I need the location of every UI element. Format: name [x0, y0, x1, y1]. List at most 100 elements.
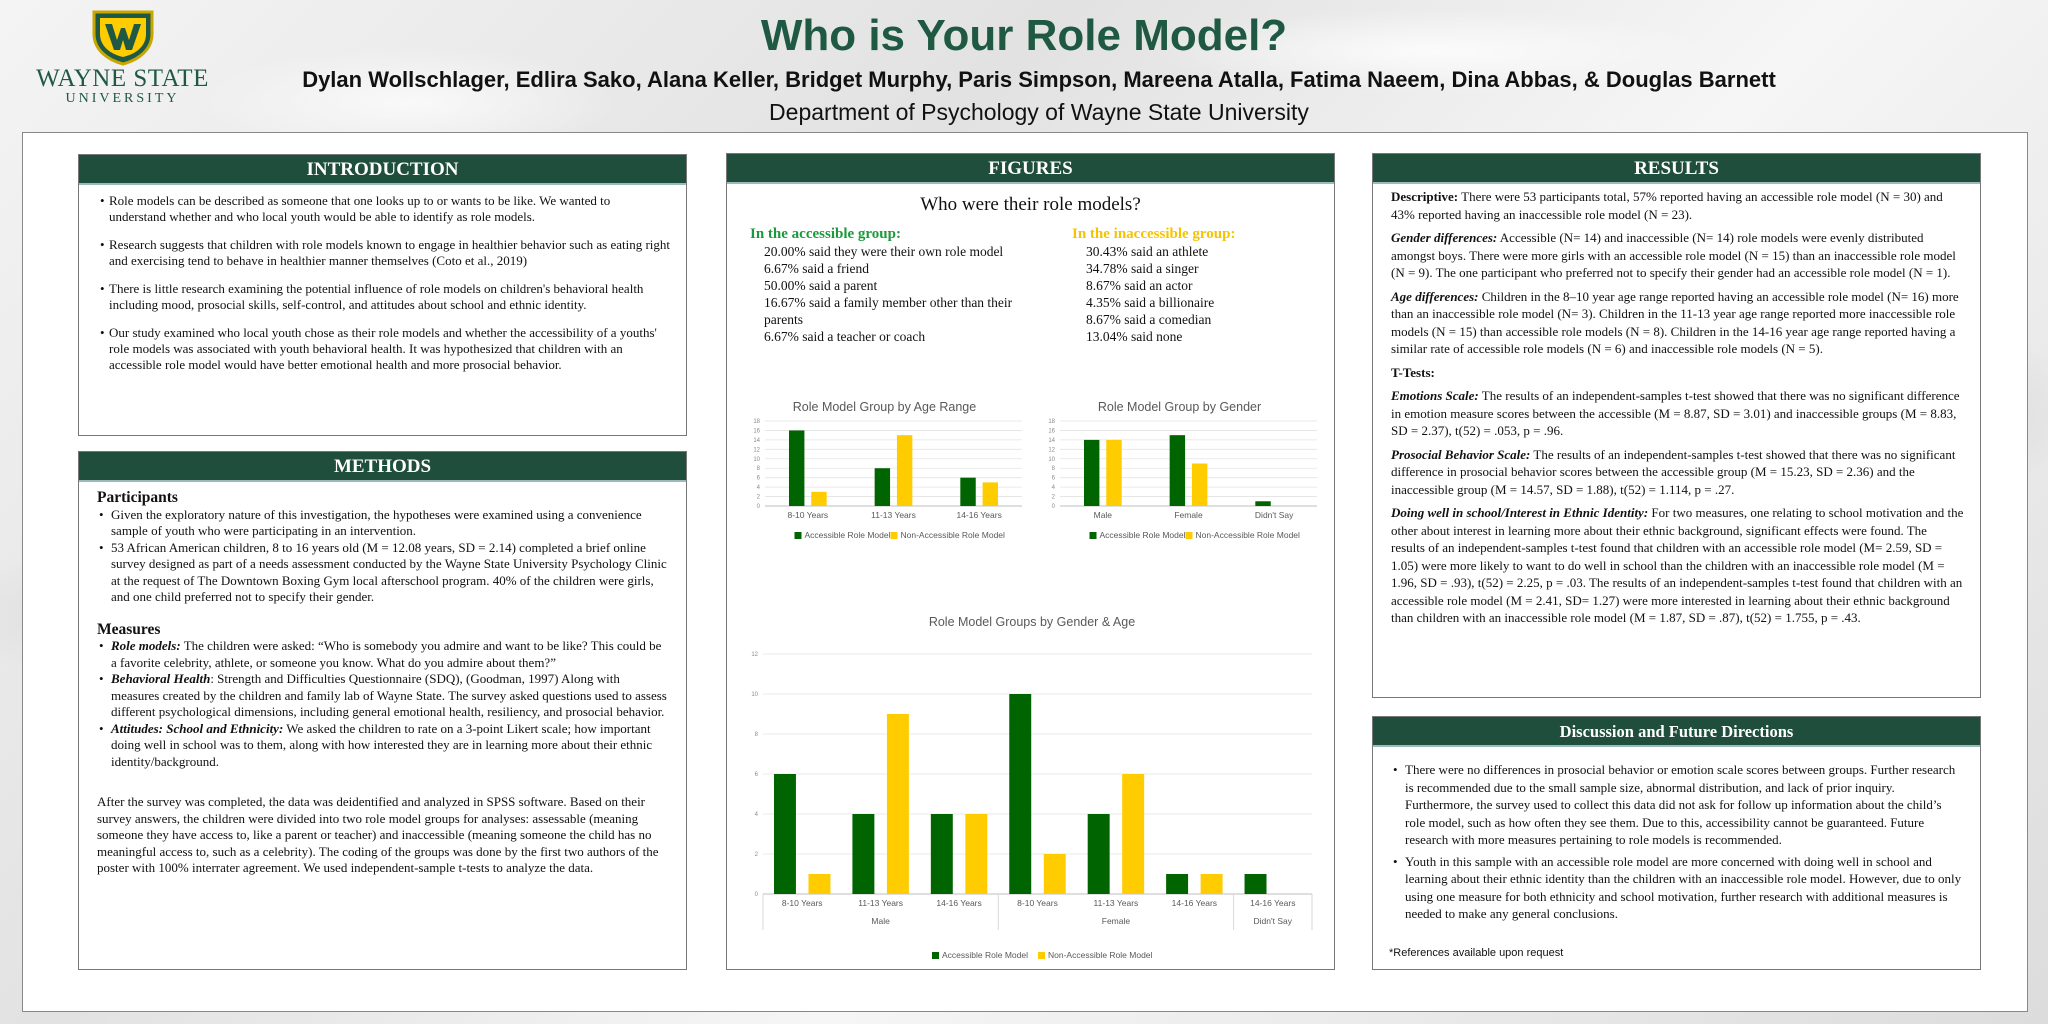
y-tick-label: 14 — [753, 438, 760, 444]
y-tick-label: 10 — [1048, 457, 1055, 463]
discussion-heading: Discussion and Future Directions — [1373, 717, 1980, 747]
y-tick-label: 6 — [1052, 476, 1056, 482]
introduction-heading: INTRODUCTION — [79, 155, 686, 185]
bar — [1106, 439, 1122, 506]
accessible-item: 20.00% said they were their own role mod… — [764, 244, 1004, 259]
chart-title: Role Model Group by Age Range — [793, 400, 976, 414]
results-paragraph: Prosocial Behavior Scale: The results of… — [1391, 446, 1964, 499]
legend-label: Non-Accessible Role Model — [1048, 950, 1153, 960]
y-tick-label: 0 — [757, 504, 761, 510]
results-text: For two measures, one relating to school… — [1391, 505, 1964, 625]
measure-text: We asked the children to rate on a 3-poi… — [111, 720, 653, 769]
intro-bullet: Our study examined who local youth chose… — [100, 325, 670, 373]
measure-label: Role models: — [111, 638, 181, 653]
group-label: Male — [871, 916, 890, 926]
y-tick-label: 2 — [755, 852, 759, 858]
y-tick-label: 12 — [753, 447, 760, 453]
results-label: Prosocial Behavior Scale: — [1391, 446, 1531, 462]
legend-label: Accessible Role Model — [805, 530, 891, 540]
wayne-state-logo: WAYNE STATE UNIVERSITY — [30, 8, 215, 126]
inaccessible-item: 4.35% said a billionaire — [1086, 295, 1215, 310]
bar — [896, 435, 913, 506]
bar — [852, 814, 875, 894]
legend-swatch — [890, 532, 898, 539]
participants-heading: Participants — [97, 489, 178, 506]
bar — [930, 814, 953, 894]
results-text: Children in the 8–10 year age range repo… — [1391, 288, 1959, 357]
legend-label: Non-Accessible Role Model — [1196, 530, 1301, 540]
y-tick-label: 0 — [755, 892, 759, 898]
measure-text: The children were asked: “Who is somebod… — [111, 638, 662, 670]
y-tick-label: 2 — [1052, 495, 1056, 501]
bar — [960, 477, 976, 506]
x-tick-label: 8-10 Years — [782, 898, 823, 908]
discussion-list: There were no differences in prosocial b… — [1391, 761, 1964, 923]
discussion-bullet: There were no differences in prosocial b… — [1393, 761, 1964, 849]
y-tick-label: 8 — [1052, 466, 1056, 472]
inaccessible-group: In the inaccessible group: 30.43% said a… — [1072, 226, 1312, 345]
results-heading: RESULTS — [1373, 154, 1980, 184]
participants-bullet: 53 African American children, 8 to 16 ye… — [99, 540, 670, 606]
y-tick-label: 4 — [1052, 485, 1056, 491]
x-tick-label: 8-10 Years — [1017, 898, 1058, 908]
bar — [965, 814, 988, 894]
introduction-list: Role models can be described as someone … — [97, 193, 670, 373]
results-label: Descriptive: — [1391, 189, 1459, 204]
figures-panel: FIGURES Who were their role models? In t… — [726, 153, 1335, 970]
references-note: *References available upon request — [1389, 946, 1564, 959]
participants-bullet: Given the exploratory nature of this inv… — [99, 507, 670, 540]
logo-text: WAYNE STATE — [36, 65, 209, 92]
measure-label: Attitudes: School and Ethnicity: — [111, 720, 284, 736]
bar — [811, 491, 827, 506]
intro-bullet: Research suggests that children with rol… — [100, 237, 670, 269]
inaccessible-item: 30.43% said an athlete — [1086, 244, 1209, 259]
x-tick-label: 11-13 Years — [871, 510, 916, 520]
results-label: Age differences: — [1391, 288, 1479, 304]
methods-panel: METHODS Participants Given the explorato… — [78, 451, 687, 970]
bar — [1009, 694, 1032, 894]
bar — [982, 482, 999, 506]
inaccessible-item: 8.67% said a comedian — [1086, 312, 1212, 327]
bar — [1255, 501, 1271, 506]
discussion-panel: Discussion and Future Directions There w… — [1372, 716, 1981, 970]
bar — [1122, 774, 1145, 894]
x-tick-label: 14-16 Years — [956, 510, 1001, 520]
intro-bullet: There is little research examining the p… — [100, 281, 670, 313]
legend-label: Non-Accessible Role Model — [901, 530, 1006, 540]
bar — [1191, 463, 1208, 506]
results-paragraph: Gender differences: Accessible (N= 14) a… — [1391, 229, 1964, 282]
y-tick-label: 8 — [757, 466, 761, 472]
discussion-bullet: Youth in this sample with an accessible … — [1393, 853, 1964, 923]
bar — [1166, 874, 1189, 894]
measure-item: Attitudes: School and Ethnicity: We aske… — [99, 720, 670, 771]
bar — [886, 714, 909, 894]
y-tick-label: 16 — [753, 428, 760, 434]
bar — [874, 468, 891, 506]
y-tick-label: 16 — [1048, 428, 1055, 434]
group-label: Female — [1102, 916, 1131, 926]
y-tick-label: 10 — [751, 692, 758, 698]
x-tick-label: 11-13 Years — [858, 898, 903, 908]
x-tick-label: 11-13 Years — [1094, 898, 1139, 908]
legend-label: Accessible Role Model — [942, 950, 1028, 960]
results-text: Accessible (N= 14) and inaccessible (N= … — [1391, 230, 1956, 280]
bar — [1043, 854, 1066, 894]
y-tick-label: 12 — [751, 652, 758, 658]
accessible-item: 16.67% said a family member other than t… — [764, 295, 1013, 327]
methods-heading: METHODS — [79, 452, 686, 482]
x-tick-label: 14-16 Years — [936, 898, 981, 908]
inaccessible-item: 13.04% said none — [1086, 329, 1183, 344]
accessible-item: 6.67% said a teacher or coach — [764, 329, 926, 344]
legend-swatch — [794, 532, 802, 539]
y-tick-label: 0 — [1052, 504, 1056, 510]
bar — [788, 430, 805, 506]
bar — [1244, 874, 1267, 894]
measure-label: Behavioral Health — [111, 671, 211, 686]
accessible-item: 50.00% said a parent — [764, 278, 878, 293]
y-tick-label: 18 — [1048, 419, 1055, 425]
x-tick-label: Male — [1094, 510, 1113, 520]
x-tick-label: 8-10 Years — [788, 510, 829, 520]
results-paragraph: Age differences: Children in the 8–10 ye… — [1391, 288, 1964, 358]
chart-age-range: Role Model Group by Age Range 0 2 4 6 8 10 12 14… — [753, 400, 1022, 540]
inaccessible-heading: In the inaccessible group: — [1072, 226, 1236, 242]
